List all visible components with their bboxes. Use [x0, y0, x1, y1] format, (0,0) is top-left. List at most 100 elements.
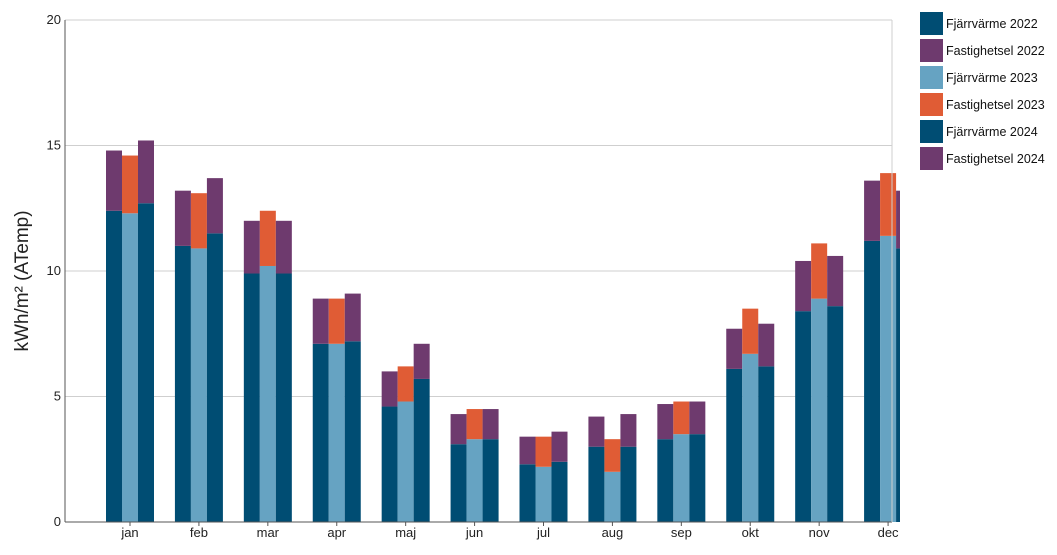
bar-feb-fjarrvarme-2024 — [206, 233, 223, 522]
bar-maj-fjarrvarme-2022 — [381, 406, 398, 522]
bar-apr-fastighetsel-2023 — [328, 298, 345, 344]
bar-jul-fjarrvarme-2023 — [535, 466, 552, 522]
bar-feb-fjarrvarme-2023 — [190, 248, 207, 522]
bar-jun-fjarrvarme-2024 — [482, 439, 499, 522]
bar-nov-fjarrvarme-2022 — [795, 311, 812, 522]
bar-jun-fastighetsel-2023 — [466, 409, 483, 440]
legend-swatch — [920, 147, 943, 170]
legend-label: Fastighetsel 2023 — [946, 97, 1045, 112]
bar-maj-fjarrvarme-2023 — [397, 401, 414, 522]
bar-feb-fastighetsel-2022 — [174, 190, 191, 246]
legend-swatch — [920, 120, 943, 143]
bar-sep-fastighetsel-2023 — [673, 401, 690, 435]
bar-jan-fastighetsel-2023 — [122, 155, 138, 214]
x-tick-label: sep — [671, 525, 692, 540]
bar-nov-fjarrvarme-2024 — [827, 306, 844, 522]
x-tick-label: aug — [602, 525, 624, 540]
y-tick-label: 20 — [47, 12, 61, 27]
bar-sep-fjarrvarme-2023 — [673, 434, 690, 522]
legend-label: Fjärrvärme 2024 — [946, 124, 1038, 139]
legend-item: Fjärrvärme 2022 — [920, 10, 1055, 37]
bar-nov-fastighetsel-2024 — [827, 255, 844, 307]
bar-jan-fjarrvarme-2022 — [106, 210, 122, 522]
y-tick-labels: 0 5 10 15 20 — [47, 12, 61, 529]
axes — [64, 20, 893, 526]
bar-maj-fjarrvarme-2024 — [413, 378, 430, 522]
bar-mar-fjarrvarme-2023 — [259, 265, 276, 522]
x-tick-label: feb — [190, 525, 208, 540]
bar-jul-fjarrvarme-2024 — [551, 461, 568, 522]
legend: Fjärrvärme 2022 Fastighetsel 2022 Fjärrvär… — [920, 10, 1055, 172]
bar-dec-fjarrvarme-2023 — [880, 235, 897, 523]
bar-aug-fjarrvarme-2023 — [604, 471, 621, 522]
bar-dec-fastighetsel-2024 — [896, 190, 900, 249]
bar-sep-fastighetsel-2024 — [689, 401, 706, 435]
bar-nov-fjarrvarme-2023 — [811, 298, 828, 522]
y-tick-label: 0 — [54, 514, 61, 529]
legend-item: Fastighetsel 2023 — [920, 91, 1055, 118]
bar-feb-fastighetsel-2023 — [190, 193, 207, 249]
x-tick-label: jan — [120, 525, 138, 540]
bar-dec-fjarrvarme-2022 — [864, 240, 881, 522]
y-tick-label: 10 — [47, 263, 61, 278]
bar-feb-fastighetsel-2024 — [206, 178, 223, 234]
x-tick-label: maj — [395, 525, 416, 540]
bar-maj-fastighetsel-2022 — [381, 371, 398, 407]
bar-mar-fjarrvarme-2022 — [243, 273, 260, 522]
bar-mar-fastighetsel-2024 — [275, 220, 292, 274]
bar-jul-fjarrvarme-2022 — [519, 464, 536, 522]
legend-swatch — [920, 39, 943, 62]
legend-swatch — [920, 93, 943, 116]
bar-maj-fastighetsel-2024 — [413, 343, 430, 379]
bar-dec-fjarrvarme-2024 — [896, 248, 900, 522]
x-tick-label: nov — [809, 525, 830, 540]
legend-item: Fjärrvärme 2024 — [920, 118, 1055, 145]
bar-feb-fjarrvarme-2022 — [174, 245, 191, 522]
bar-jun-fastighetsel-2024 — [482, 409, 499, 440]
y-axis-label: kWh/m² (ATemp) — [12, 210, 33, 351]
bar-apr-fastighetsel-2022 — [312, 298, 329, 344]
legend-label: Fjärrvärme 2023 — [946, 70, 1038, 85]
y-tick-label: 5 — [54, 389, 61, 404]
bar-dec-fastighetsel-2023 — [880, 173, 897, 236]
bar-jan-fastighetsel-2024 — [138, 140, 154, 204]
x-tick-labels: jan feb mar apr maj jun jul aug sep okt nov dec — [120, 525, 899, 540]
legend-label: Fjärrvärme 2022 — [946, 16, 1038, 31]
bars — [106, 140, 900, 523]
x-tick-label: dec — [878, 525, 899, 540]
bar-nov-fastighetsel-2023 — [811, 243, 828, 299]
bar-mar-fastighetsel-2022 — [243, 220, 260, 274]
x-tick-label: okt — [742, 525, 760, 540]
bar-jan-fjarrvarme-2023 — [122, 213, 138, 522]
y-tick-label: 15 — [47, 138, 61, 153]
bar-aug-fastighetsel-2022 — [588, 416, 605, 447]
bar-okt-fjarrvarme-2024 — [758, 366, 775, 522]
bar-sep-fjarrvarme-2024 — [689, 434, 706, 522]
bar-aug-fjarrvarme-2022 — [588, 446, 605, 522]
bar-sep-fastighetsel-2022 — [657, 404, 674, 440]
chart-svg: 0 5 10 15 20 jan feb mar apr maj jun jul aug sep okt n… — [12, 12, 900, 540]
legend-item: Fastighetsel 2022 — [920, 37, 1055, 64]
x-tick-label: jun — [465, 525, 483, 540]
bar-sep-fjarrvarme-2022 — [657, 439, 674, 522]
legend-label: Fastighetsel 2022 — [946, 43, 1045, 58]
bar-mar-fjarrvarme-2024 — [275, 273, 292, 522]
bar-okt-fastighetsel-2022 — [726, 328, 743, 369]
bar-nov-fastighetsel-2022 — [795, 260, 812, 312]
bar-jul-fastighetsel-2023 — [535, 436, 552, 467]
bar-jan-fjarrvarme-2024 — [138, 203, 154, 523]
legend-item: Fastighetsel 2024 — [920, 145, 1055, 172]
bar-aug-fjarrvarme-2024 — [620, 446, 637, 522]
x-tick-label: jul — [536, 525, 550, 540]
legend-label: Fastighetsel 2024 — [946, 151, 1045, 166]
bar-apr-fjarrvarme-2023 — [328, 343, 345, 522]
bar-jun-fjarrvarme-2022 — [450, 444, 467, 522]
bar-okt-fastighetsel-2024 — [758, 323, 775, 367]
bar-jul-fastighetsel-2024 — [551, 431, 568, 462]
x-tick-label: mar — [257, 525, 280, 540]
bar-okt-fjarrvarme-2022 — [726, 368, 743, 522]
bar-aug-fastighetsel-2023 — [604, 439, 621, 472]
bar-apr-fjarrvarme-2024 — [344, 341, 361, 522]
bar-jul-fastighetsel-2022 — [519, 436, 536, 465]
bar-aug-fastighetsel-2024 — [620, 414, 637, 447]
